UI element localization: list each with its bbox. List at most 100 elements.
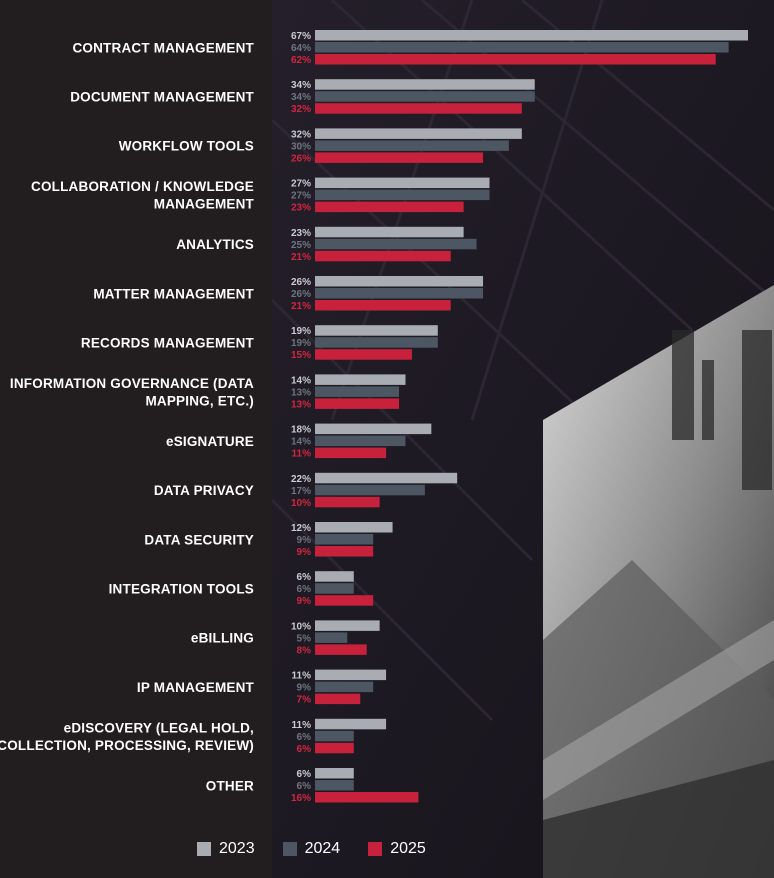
value-label-contract-management-2025: 62%	[291, 55, 311, 66]
bar-data-security-2024	[315, 534, 374, 545]
value-label-matter-management-2023: 26%	[291, 277, 311, 288]
bar-ebilling-2023	[315, 620, 380, 631]
value-label-matter-management-2024: 26%	[291, 289, 311, 300]
bar-ip-management-2024	[315, 681, 374, 693]
category-label-workflow-tools: WORKFLOW TOOLS	[119, 139, 254, 154]
category-label-analytics: ANALYTICS	[176, 237, 254, 252]
value-label-analytics-2024: 25%	[291, 240, 311, 251]
bar-document-management-2024	[315, 91, 535, 102]
legend-item-2025: 2025	[368, 840, 426, 858]
category-label-ip-management: IP MANAGEMENT	[137, 680, 255, 695]
bar-data-privacy-2025	[315, 496, 380, 508]
value-label-esignature-2024: 14%	[291, 437, 311, 448]
value-label-collaboration-knowledge-management-2025: 23%	[291, 203, 311, 214]
category-label-matter-management: MATTER MANAGEMENT	[93, 286, 254, 301]
value-label-data-privacy-2025: 10%	[291, 498, 311, 509]
bar-integration-tools-2024	[315, 583, 354, 594]
legend-swatch-2024	[282, 842, 297, 856]
bar-data-privacy-2023	[315, 472, 458, 484]
value-label-analytics-2025: 21%	[291, 252, 311, 263]
bar-ebilling-2025	[315, 644, 367, 655]
category-label-integration-tools: INTEGRATION TOOLS	[109, 581, 254, 596]
value-label-workflow-tools-2025: 26%	[291, 153, 311, 164]
value-label-workflow-tools-2023: 32%	[291, 129, 311, 140]
value-label-ip-management-2024: 9%	[297, 683, 312, 694]
bar-ebilling-2024	[315, 632, 348, 643]
bar-records-management-2024	[315, 337, 438, 348]
value-label-data-privacy-2023: 22%	[291, 474, 311, 485]
value-label-ediscovery-legal-hold-collection-processing-review-2025: 6%	[297, 744, 312, 755]
value-label-information-governance-data-mapping-etc-2025: 13%	[291, 399, 311, 410]
value-label-other-2023: 6%	[297, 769, 312, 780]
category-label-records-management: RECORDS MANAGEMENT	[81, 335, 255, 350]
value-label-contract-management-2023: 67%	[291, 31, 311, 42]
bar-ediscovery-legal-hold-collection-processing-review-2024	[315, 730, 354, 742]
bar-analytics-2025	[315, 250, 451, 262]
value-label-esignature-2023: 18%	[291, 425, 311, 436]
category-label-document-management: DOCUMENT MANAGEMENT	[70, 89, 254, 104]
legend-label-2023: 2023	[219, 840, 255, 857]
category-labels-layer: CONTRACT MANAGEMENT DOCUMENT MANAGEMENT WO…	[0, 40, 255, 793]
legend-label-2024: 2024	[304, 840, 341, 857]
value-label-ip-management-2025: 7%	[297, 695, 312, 706]
bar-document-management-2025	[315, 103, 522, 114]
category-label-ediscovery-legal-hold-collection-processing-review: eDISCOVERY (LEGAL HOLD, COLLECTION, PROCE…	[0, 720, 254, 753]
value-label-records-management-2023: 19%	[291, 326, 311, 337]
category-label-ebilling: eBILLING	[191, 631, 254, 646]
value-label-integration-tools-2025: 9%	[297, 596, 312, 607]
value-label-collaboration-knowledge-management-2023: 27%	[291, 179, 311, 190]
bar-analytics-2024	[315, 238, 477, 250]
bar-information-governance-data-mapping-etc-2025	[315, 398, 400, 409]
category-label-data-security: DATA SECURITY	[144, 532, 254, 547]
background-photo	[272, 0, 774, 878]
bar-records-management-2025	[315, 349, 412, 360]
bar-esignature-2025	[315, 447, 387, 459]
bar-other-2025	[315, 792, 419, 803]
bar-other-2023	[315, 768, 354, 779]
bar-data-security-2023	[315, 522, 393, 533]
category-label-contract-management: CONTRACT MANAGEMENT	[72, 40, 254, 55]
legend: 2023 2024 2025	[197, 838, 454, 860]
bar-contract-management-2023	[315, 30, 748, 41]
value-label-document-management-2023: 34%	[291, 80, 311, 91]
bar-document-management-2023	[315, 79, 535, 90]
value-label-analytics-2023: 23%	[291, 228, 311, 239]
bar-other-2024	[315, 780, 354, 791]
category-label-data-privacy: DATA PRIVACY	[154, 483, 254, 498]
bar-matter-management-2023	[315, 276, 484, 287]
legend-swatch-2023	[197, 842, 211, 856]
bar-matter-management-2025	[315, 300, 451, 311]
bar-collaboration-knowledge-management-2024	[315, 189, 490, 201]
bar-ediscovery-legal-hold-collection-processing-review-2025	[315, 742, 354, 754]
value-label-document-management-2024: 34%	[291, 92, 311, 103]
value-label-data-security-2023: 12%	[291, 523, 311, 534]
value-label-ebilling-2024: 5%	[297, 633, 312, 644]
value-label-integration-tools-2023: 6%	[297, 572, 312, 583]
bar-ediscovery-legal-hold-collection-processing-review-2023	[315, 718, 387, 730]
bar-workflow-tools-2024	[315, 140, 509, 151]
value-label-contract-management-2024: 64%	[291, 43, 311, 54]
bar-integration-tools-2025	[315, 595, 374, 606]
value-label-data-security-2025: 9%	[297, 547, 312, 558]
bar-analytics-2023	[315, 226, 464, 238]
value-label-collaboration-knowledge-management-2024: 27%	[291, 191, 311, 202]
value-label-ip-management-2023: 11%	[292, 671, 312, 682]
value-label-data-privacy-2024: 17%	[291, 486, 311, 497]
bar-collaboration-knowledge-management-2023	[315, 177, 490, 189]
value-label-other-2024: 6%	[297, 781, 312, 792]
legend-label-2025: 2025	[390, 840, 426, 857]
bar-matter-management-2024	[315, 288, 484, 299]
value-labels-layer: 67%64%62%34%34%32%32%30%26%27%27%23%23%2…	[291, 31, 311, 804]
value-label-information-governance-data-mapping-etc-2023: 14%	[291, 375, 311, 386]
bar-collaboration-knowledge-management-2025	[315, 201, 464, 213]
value-label-ebilling-2023: 10%	[291, 621, 311, 632]
value-label-ediscovery-legal-hold-collection-processing-review-2024: 6%	[297, 732, 312, 743]
value-label-workflow-tools-2024: 30%	[291, 141, 311, 152]
bar-workflow-tools-2025	[315, 152, 484, 163]
bar-contract-management-2025	[315, 54, 716, 65]
value-label-ebilling-2025: 8%	[297, 645, 312, 656]
bars-layer	[315, 30, 748, 803]
category-label-other: OTHER	[206, 778, 254, 793]
category-label-collaboration-knowledge-management: COLLABORATION / KNOWLEDGE MANAGEMENT	[31, 179, 255, 212]
